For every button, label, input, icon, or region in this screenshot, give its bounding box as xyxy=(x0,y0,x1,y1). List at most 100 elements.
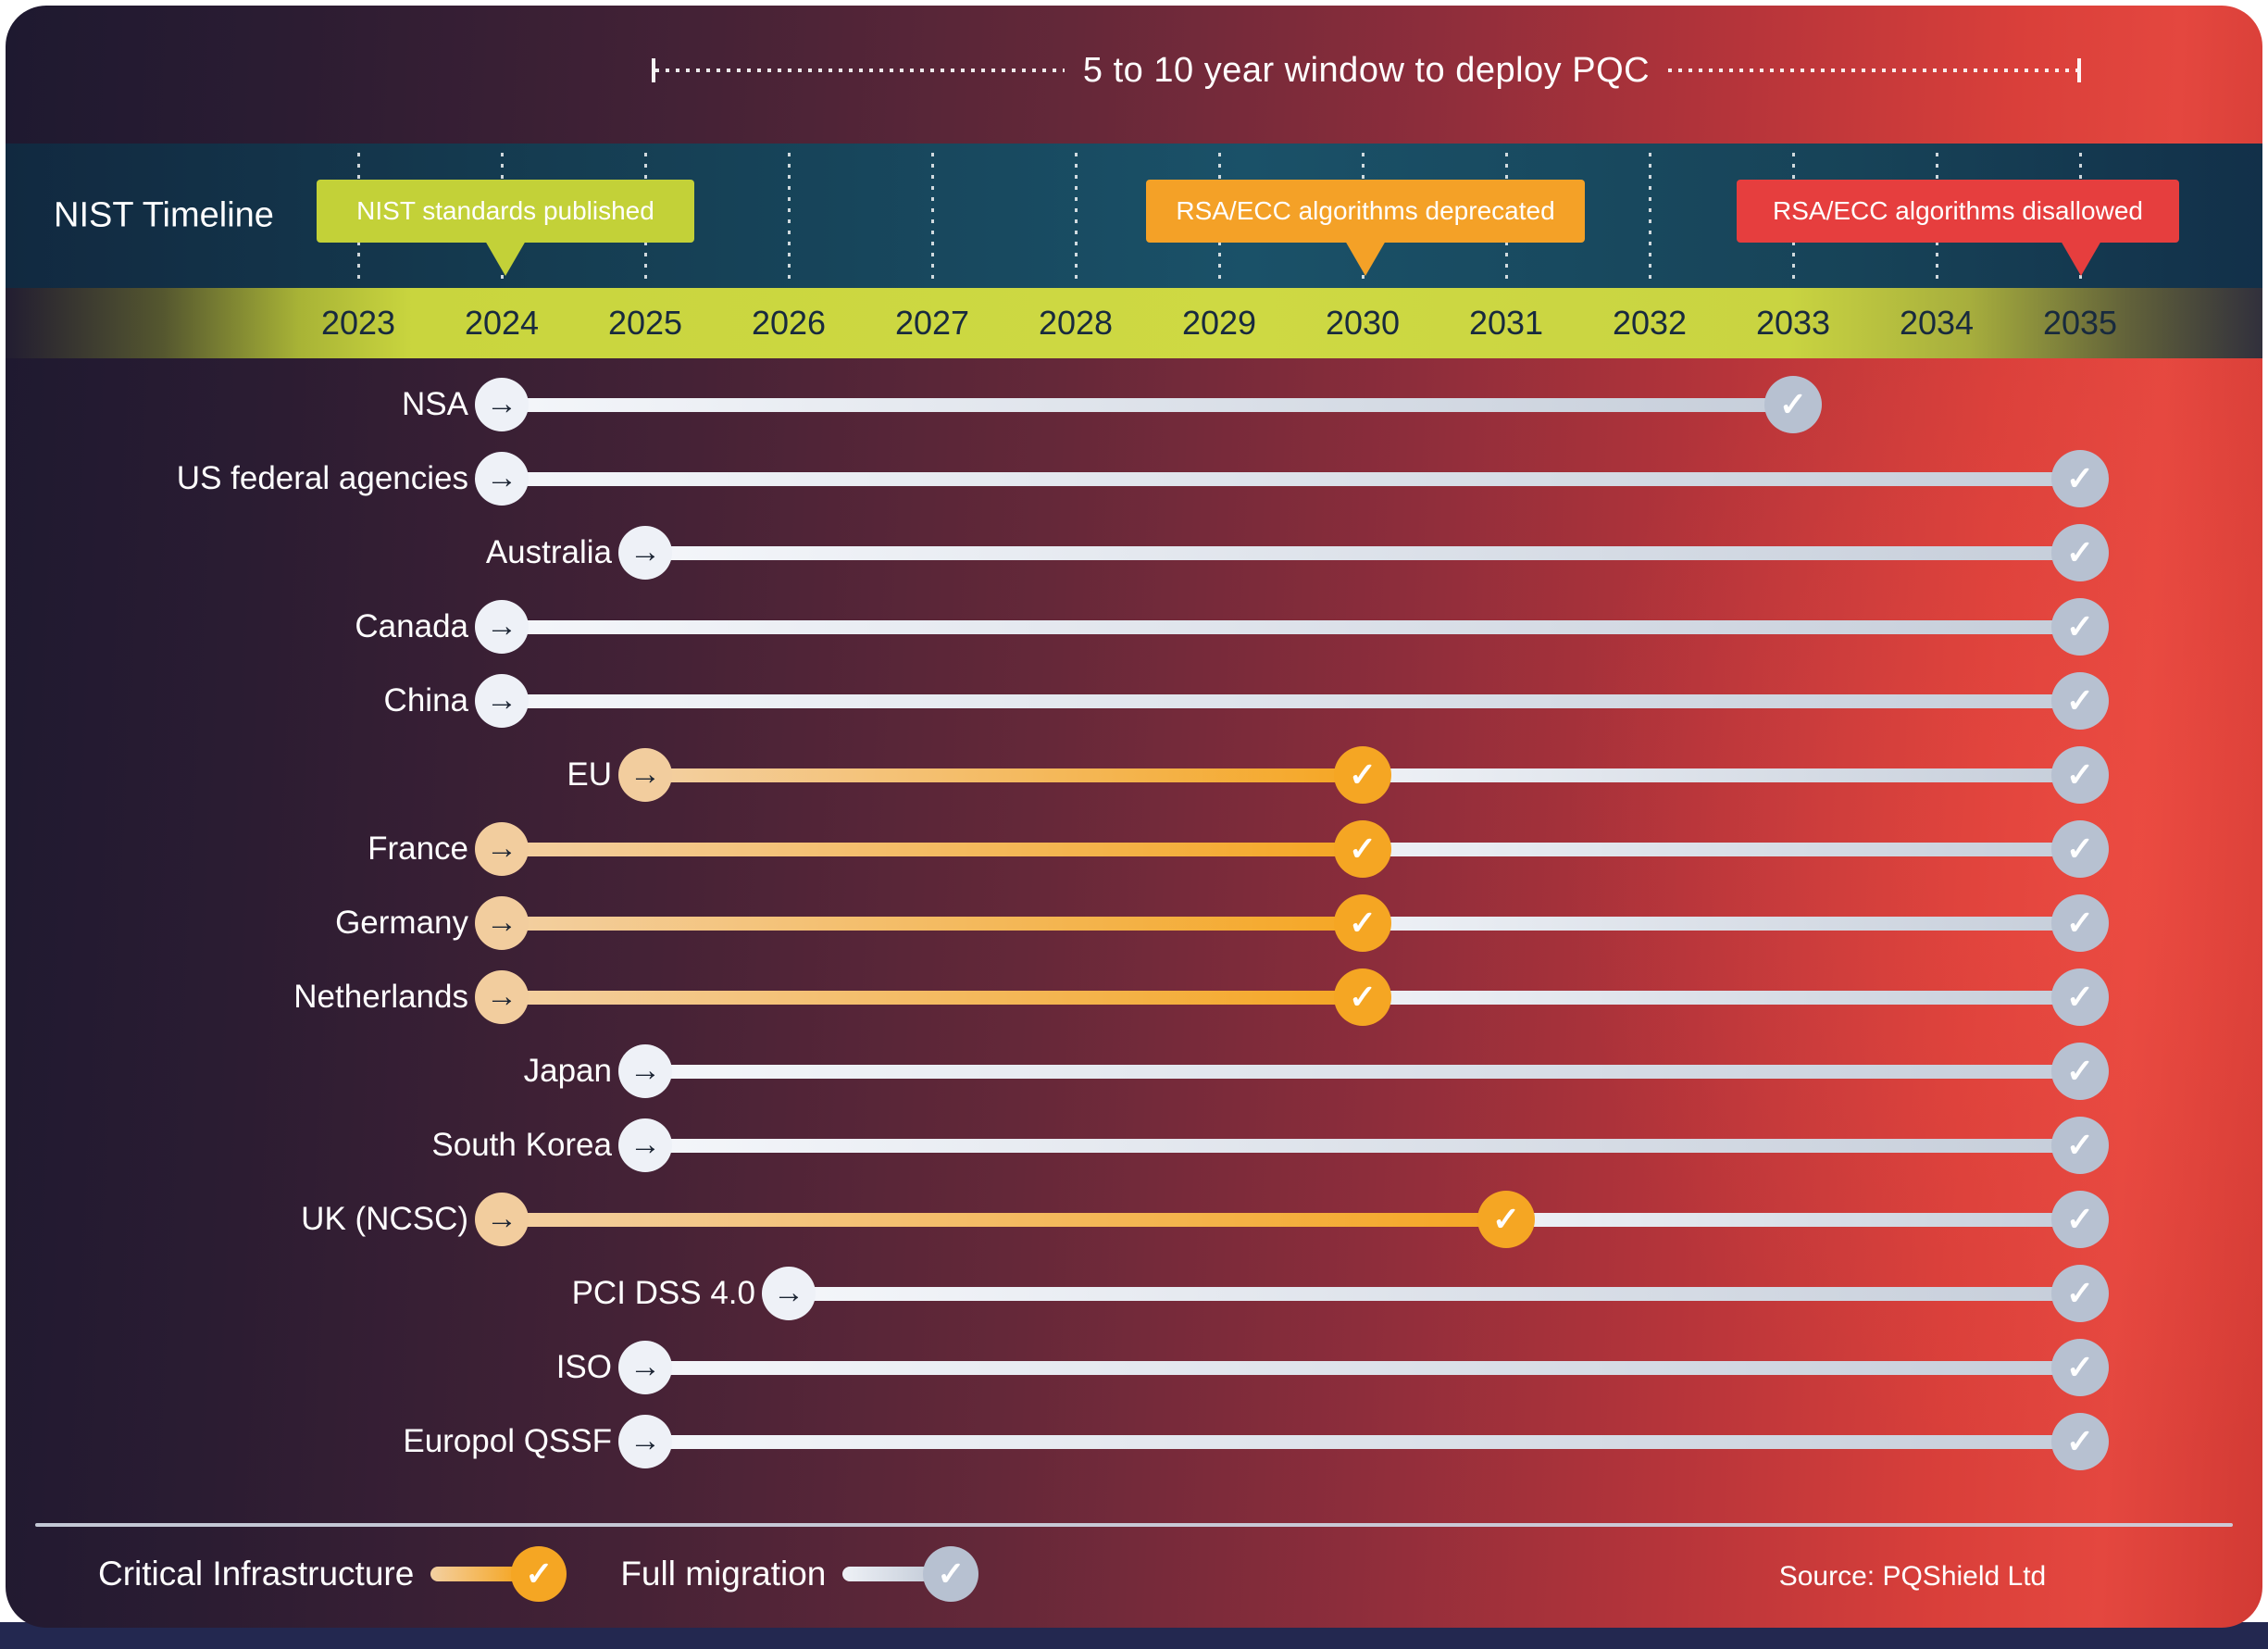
check-icon: ✓ xyxy=(2065,1052,2095,1090)
row-label: China xyxy=(383,682,468,718)
segment-line xyxy=(645,768,1363,782)
arrow-right-icon: → xyxy=(486,1200,517,1236)
arrow-right-icon: → xyxy=(629,1052,661,1088)
deploy-window-label: 5 to 10 year window to deploy PQC xyxy=(1082,50,1651,90)
start-arrow-circle: → xyxy=(475,970,529,1024)
arrow-right-icon: → xyxy=(629,1126,661,1162)
segment-line xyxy=(502,991,1363,1005)
arrow-right-icon: → xyxy=(486,830,517,866)
end-check-circle: ✓ xyxy=(2051,820,2109,878)
arrow-right-icon: → xyxy=(486,385,517,421)
footer-divider xyxy=(35,1523,2233,1527)
year-tick-label: 2032 xyxy=(1612,304,1688,342)
check-icon: ✓ xyxy=(2065,830,2095,868)
start-arrow-circle: → xyxy=(475,896,529,950)
callout-label: RSA/ECC algorithms disallowed xyxy=(1773,196,2143,225)
check-icon: ✓ xyxy=(1491,1200,1521,1238)
check-icon: ✓ xyxy=(2065,756,2095,793)
year-tick-label: 2027 xyxy=(894,304,970,342)
checkpoint-check-circle: ✓ xyxy=(1477,1191,1535,1248)
check-icon: ✓ xyxy=(2065,533,2095,571)
row-label: ISO xyxy=(555,1349,612,1385)
segment-line xyxy=(502,398,1793,412)
row-label: Europol QSSF xyxy=(403,1423,612,1459)
callout-label: NIST standards published xyxy=(356,196,654,225)
segment-line xyxy=(645,1139,2080,1153)
check-icon: ✓ xyxy=(1348,830,1377,868)
year-tick-label: 2035 xyxy=(2042,304,2118,342)
year-tick-label: 2023 xyxy=(320,304,396,342)
year-tick-label: 2031 xyxy=(1468,304,1544,342)
arrow-right-icon: → xyxy=(486,459,517,495)
arrow-right-icon: → xyxy=(629,1348,661,1384)
end-check-circle: ✓ xyxy=(2051,672,2109,730)
year-gridline xyxy=(931,153,934,281)
row-label: Germany xyxy=(335,905,468,941)
segment-line xyxy=(645,1065,2080,1079)
nist-timeline-band: NIST Timeline NIST standards published R… xyxy=(6,144,2262,288)
arrow-right-icon: → xyxy=(773,1274,804,1310)
row-label: Canada xyxy=(355,608,468,644)
end-check-circle: ✓ xyxy=(2051,598,2109,656)
check-icon: ✓ xyxy=(1348,904,1377,942)
row-label: US federal agencies xyxy=(176,460,468,496)
check-icon: ✓ xyxy=(937,1555,966,1593)
window-left-bracket xyxy=(652,58,655,82)
segment-line xyxy=(1363,843,2080,856)
check-icon: ✓ xyxy=(2065,1200,2095,1238)
start-arrow-circle: → xyxy=(475,378,529,431)
segment-line xyxy=(645,1435,2080,1449)
callout-algorithms-disallowed: RSA/ECC algorithms disallowed xyxy=(1737,180,2179,276)
row-label: EU xyxy=(567,756,612,793)
checkpoint-check-circle: ✓ xyxy=(1334,968,1391,1026)
end-check-circle: ✓ xyxy=(2051,894,2109,952)
year-tick-label: 2024 xyxy=(464,304,540,342)
legend-full-check-circle: ✓ xyxy=(923,1546,979,1602)
end-check-circle: ✓ xyxy=(2051,1339,2109,1396)
checkpoint-check-circle: ✓ xyxy=(1334,820,1391,878)
check-icon: ✓ xyxy=(1348,756,1377,793)
row-label: South Korea xyxy=(431,1127,612,1163)
row-label: Netherlands xyxy=(293,979,468,1015)
window-right-dotted-line xyxy=(1668,69,2078,72)
year-tick-label: 2029 xyxy=(1181,304,1257,342)
row-label: PCI DSS 4.0 xyxy=(571,1275,755,1311)
year-gridline xyxy=(788,153,791,281)
start-arrow-circle: → xyxy=(618,748,672,802)
segment-line xyxy=(789,1287,2080,1301)
callout-label: RSA/ECC algorithms deprecated xyxy=(1176,196,1555,225)
window-left-dotted-line xyxy=(655,69,1065,72)
start-arrow-circle: → xyxy=(618,526,672,580)
end-check-circle: ✓ xyxy=(2051,1191,2109,1248)
start-arrow-circle: → xyxy=(475,822,529,876)
segment-line xyxy=(645,546,2080,560)
legend-full-line xyxy=(842,1567,931,1581)
year-gridline xyxy=(1649,153,1651,281)
start-arrow-circle: → xyxy=(618,1044,672,1098)
row-label: France xyxy=(368,831,468,867)
segment-line xyxy=(1363,768,2080,782)
segment-line xyxy=(502,843,1363,856)
end-check-circle: ✓ xyxy=(2051,524,2109,581)
arrow-right-icon: → xyxy=(629,1422,661,1458)
end-check-circle: ✓ xyxy=(2051,1043,2109,1100)
start-arrow-circle: → xyxy=(475,452,529,506)
check-icon: ✓ xyxy=(2065,978,2095,1016)
arrow-right-icon: → xyxy=(629,533,661,569)
end-check-circle: ✓ xyxy=(2051,450,2109,507)
nist-timeline-title: NIST Timeline xyxy=(54,195,274,235)
window-right-bracket xyxy=(2077,58,2082,82)
row-label: Japan xyxy=(523,1053,612,1089)
check-icon: ✓ xyxy=(2065,1274,2095,1312)
year-tick-label: 2025 xyxy=(607,304,683,342)
row-label: Australia xyxy=(485,534,612,570)
source-credit: Source: PQShield Ltd xyxy=(1778,1561,2047,1592)
start-arrow-circle: → xyxy=(618,1415,672,1468)
arrow-right-icon: → xyxy=(486,681,517,718)
check-icon: ✓ xyxy=(2065,1422,2095,1460)
check-icon: ✓ xyxy=(2065,1348,2095,1386)
segment-line xyxy=(502,472,2080,486)
check-icon: ✓ xyxy=(1778,385,1808,423)
row-label: NSA xyxy=(402,386,468,422)
end-check-circle: ✓ xyxy=(1764,376,1822,433)
